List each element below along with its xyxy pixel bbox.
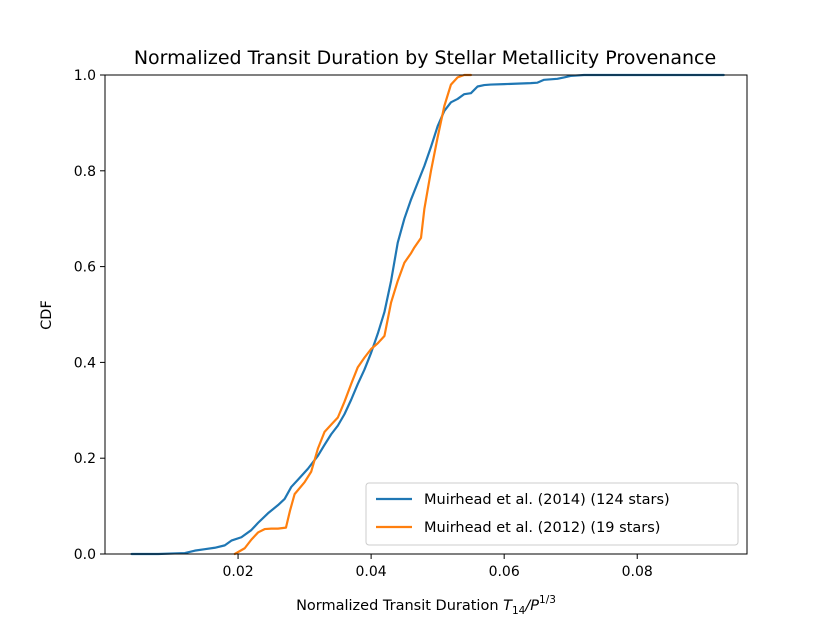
x-axis-label-prefix: Normalized Transit Duration xyxy=(296,598,503,614)
x-tick-label: 0.06 xyxy=(489,564,520,580)
series-layer xyxy=(130,73,725,556)
chart-title: Normalized Transit Duration by Stellar M… xyxy=(134,47,716,69)
x-axis-label: Normalized Transit Duration T14/P1/3 xyxy=(296,594,556,617)
series-line-muirhead-2012 xyxy=(233,73,473,556)
y-tick-label: 0.0 xyxy=(74,547,96,563)
y-tick-label: 0.6 xyxy=(74,260,96,276)
plot-frame xyxy=(104,74,748,555)
x-tick-label: 0.02 xyxy=(222,564,253,580)
legend-label-muirhead-2012: Muirhead et al. (2012) (19 stars) xyxy=(424,520,660,536)
y-tick-label: 0.2 xyxy=(74,451,96,467)
legend: Muirhead et al. (2014) (124 stars) Muirh… xyxy=(365,482,739,546)
y-axis-ticks: 0.0 0.2 0.4 0.6 0.8 1.0 xyxy=(74,68,105,563)
x-tick-label: 0.08 xyxy=(622,564,653,580)
legend-box xyxy=(365,482,739,546)
y-tick-label: 0.4 xyxy=(74,355,96,371)
x-axis-label-sub: 14 xyxy=(512,605,526,617)
y-tick-label: 0.8 xyxy=(74,164,96,180)
x-axis-ticks: 0.02 0.04 0.06 0.08 xyxy=(222,554,653,580)
y-tick-label: 1.0 xyxy=(74,68,96,84)
x-tick-label: 0.04 xyxy=(356,564,387,580)
series-line-muirhead-2014 xyxy=(130,73,725,556)
x-axis-label-var: T xyxy=(503,598,513,614)
x-axis-label-slash: /P xyxy=(523,598,539,614)
legend-label-muirhead-2014: Muirhead et al. (2014) (124 stars) xyxy=(424,492,670,508)
x-axis-label-sup: 1/3 xyxy=(539,594,556,606)
y-axis-label: CDF xyxy=(39,300,55,330)
